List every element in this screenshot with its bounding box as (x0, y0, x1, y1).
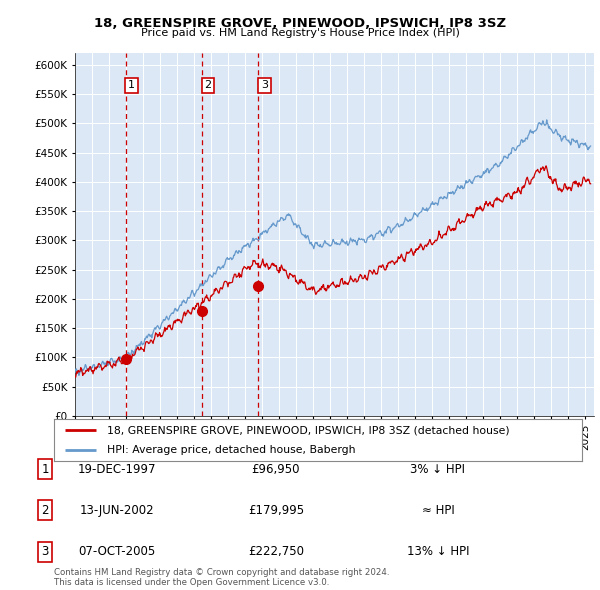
Text: 1: 1 (128, 80, 135, 90)
Text: 13-JUN-2002: 13-JUN-2002 (80, 504, 154, 517)
Text: ≈ HPI: ≈ HPI (422, 504, 454, 517)
Text: £179,995: £179,995 (248, 504, 304, 517)
Text: 3: 3 (261, 80, 268, 90)
Text: Price paid vs. HM Land Registry's House Price Index (HPI): Price paid vs. HM Land Registry's House … (140, 28, 460, 38)
Text: HPI: Average price, detached house, Babergh: HPI: Average price, detached house, Babe… (107, 445, 355, 455)
Text: £222,750: £222,750 (248, 545, 304, 558)
Text: 13% ↓ HPI: 13% ↓ HPI (407, 545, 469, 558)
Text: 18, GREENSPIRE GROVE, PINEWOOD, IPSWICH, IP8 3SZ (detached house): 18, GREENSPIRE GROVE, PINEWOOD, IPSWICH,… (107, 425, 509, 435)
Text: 2: 2 (205, 80, 211, 90)
Text: 1: 1 (41, 463, 49, 476)
Text: Contains HM Land Registry data © Crown copyright and database right 2024.
This d: Contains HM Land Registry data © Crown c… (54, 568, 389, 587)
Text: 3: 3 (41, 545, 49, 558)
Text: 3% ↓ HPI: 3% ↓ HPI (410, 463, 466, 476)
Text: 18, GREENSPIRE GROVE, PINEWOOD, IPSWICH, IP8 3SZ: 18, GREENSPIRE GROVE, PINEWOOD, IPSWICH,… (94, 17, 506, 30)
Text: 19-DEC-1997: 19-DEC-1997 (78, 463, 156, 476)
Text: £96,950: £96,950 (252, 463, 300, 476)
Text: 07-OCT-2005: 07-OCT-2005 (79, 545, 155, 558)
Text: 2: 2 (41, 504, 49, 517)
